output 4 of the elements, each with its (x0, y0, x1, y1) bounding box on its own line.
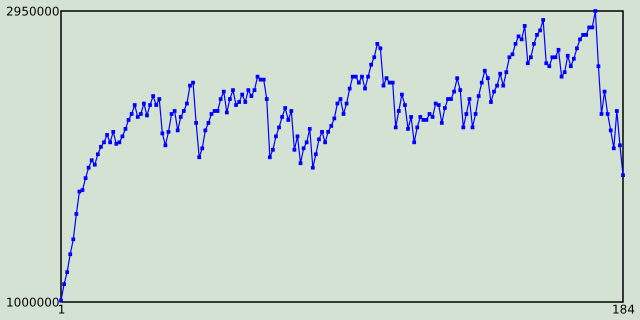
x-tick-label: 184 (612, 302, 635, 316)
y-tick-label: 1000000 (6, 296, 60, 310)
x-tick-label: 1 (58, 302, 66, 316)
y-tick-label: 2950000 (6, 4, 60, 18)
